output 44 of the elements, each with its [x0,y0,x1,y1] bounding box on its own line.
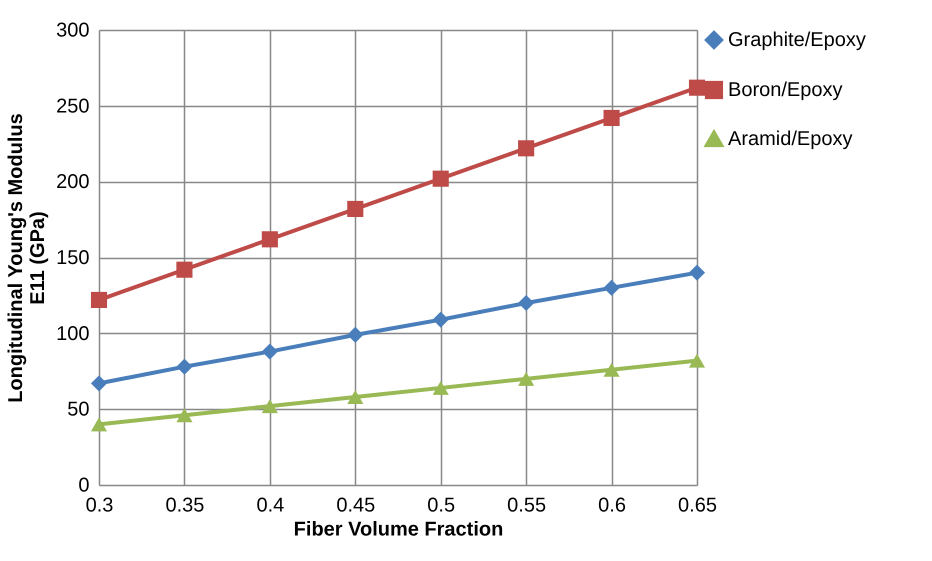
point [262,399,278,414]
y-tick-label: 100 [56,322,90,345]
x-tick-label: 0.3 [86,494,114,516]
y-tick-label: 300 [56,20,90,42]
x-tick-label: 0.45 [336,494,376,516]
point [604,280,620,296]
y-tick-label: 150 [56,247,90,269]
legend-label: Boron/Epoxy [728,79,843,101]
point [90,375,108,392]
point [262,343,278,360]
point [90,417,108,432]
x-axis-title: Fiber Volume Fraction [294,518,504,540]
legend-label: Graphite/Epoxy [728,29,866,51]
x-tick-label: 0.6 [598,494,626,516]
point [688,264,706,281]
x-tick-label: 0.4 [256,494,284,516]
legend-label: Aramid/Epoxy [728,128,852,150]
point [176,262,192,278]
y-axis-title: Longitudinal Young's Modulus E11 (GPa) [5,113,50,403]
y-tick-label: 200 [56,171,90,194]
point [347,326,364,343]
y-tick-label: 250 [56,95,90,118]
point [518,372,534,386]
x-tick-label: 0.65 [678,494,717,516]
point [176,408,192,422]
point [90,292,108,308]
y-tick-label: 50 [67,398,90,421]
point [688,80,706,96]
x-tick-label: 0.35 [165,494,204,516]
point [432,312,449,328]
point [432,170,449,187]
point [688,354,706,368]
point [518,294,534,312]
point [518,140,534,156]
point [604,362,620,377]
x-tick-label: 0.5 [427,494,456,516]
point [432,380,449,395]
point [262,231,278,248]
x-tick-label: 0.55 [507,494,546,516]
point [604,110,620,126]
point [176,358,192,375]
y-tick-label: 0 [78,474,90,496]
point [347,390,364,404]
point [347,200,364,218]
